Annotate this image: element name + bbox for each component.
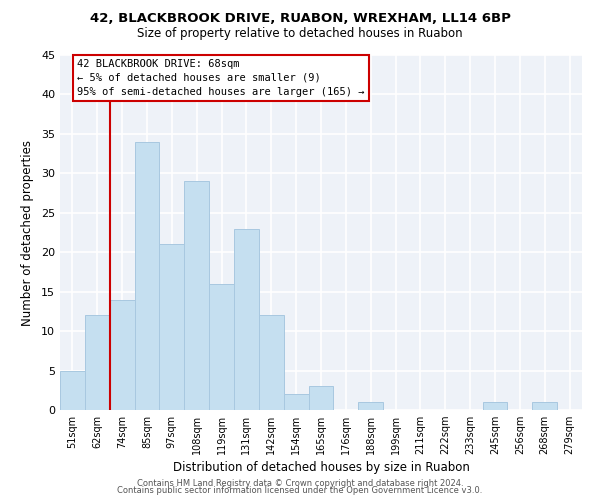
Bar [259,316,284,410]
Bar [308,386,334,410]
Bar [134,142,160,410]
Bar [284,394,308,410]
Bar [160,244,184,410]
Bar [234,228,259,410]
X-axis label: Distribution of detached houses by size in Ruabon: Distribution of detached houses by size … [173,462,469,474]
Y-axis label: Number of detached properties: Number of detached properties [21,140,34,326]
Text: Contains public sector information licensed under the Open Government Licence v3: Contains public sector information licen… [118,486,482,495]
Bar [110,300,134,410]
Bar [532,402,557,410]
Bar [482,402,508,410]
Bar [184,181,209,410]
Bar [85,316,110,410]
Text: Contains HM Land Registry data © Crown copyright and database right 2024.: Contains HM Land Registry data © Crown c… [137,478,463,488]
Text: 42, BLACKBROOK DRIVE, RUABON, WREXHAM, LL14 6BP: 42, BLACKBROOK DRIVE, RUABON, WREXHAM, L… [89,12,511,26]
Bar [358,402,383,410]
Text: Size of property relative to detached houses in Ruabon: Size of property relative to detached ho… [137,28,463,40]
Bar [209,284,234,410]
Bar [60,370,85,410]
Text: 42 BLACKBROOK DRIVE: 68sqm
← 5% of detached houses are smaller (9)
95% of semi-d: 42 BLACKBROOK DRIVE: 68sqm ← 5% of detac… [77,59,365,97]
